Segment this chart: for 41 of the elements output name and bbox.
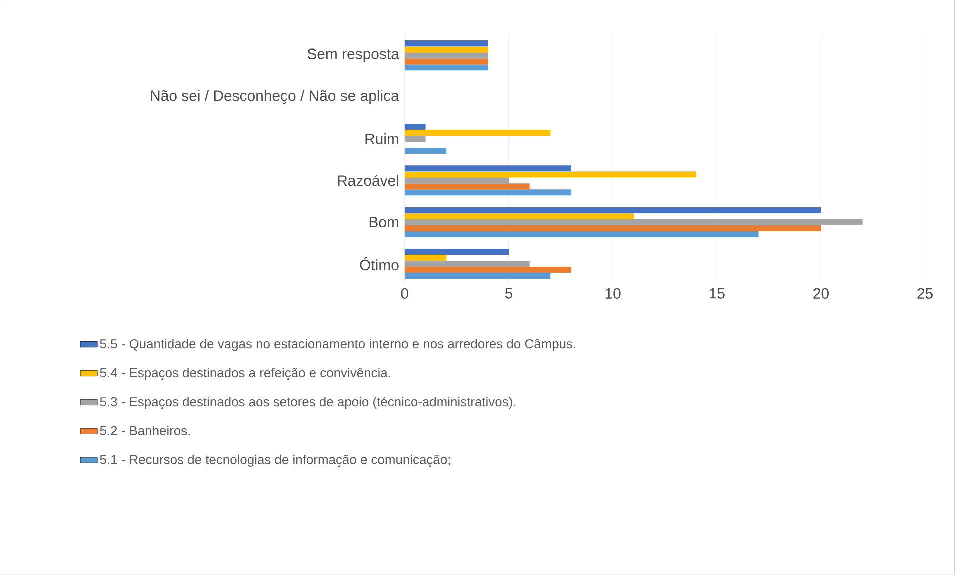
bar — [404, 64, 488, 71]
bar — [404, 207, 822, 214]
bar — [404, 130, 551, 136]
legend-label: 5.1 - Recursos de tecnologias de informação e comunicação; — [100, 454, 450, 468]
bar — [404, 255, 447, 262]
bar — [404, 148, 447, 154]
bar — [404, 231, 759, 238]
bar — [404, 166, 572, 172]
bar — [404, 40, 488, 47]
bar — [404, 267, 572, 274]
x-tick-label: 0 — [401, 288, 409, 300]
legend-label: 5.2 - Banheiros. — [100, 426, 190, 436]
legend-label: 5.3 - Espaços destinados aos setores de apoio (técnico-administrativos). — [100, 397, 516, 410]
bar — [404, 225, 822, 232]
y-tick-label: Ótimo — [360, 258, 399, 271]
bar — [404, 172, 696, 178]
bar — [404, 58, 488, 65]
bar — [404, 52, 488, 59]
bar — [404, 261, 530, 268]
y-tick-label: Ruim — [366, 134, 398, 145]
x-tick-label: 25 — [918, 288, 933, 300]
x-tick-label: 5 — [505, 288, 513, 299]
x-tick-label: 10 — [606, 288, 621, 300]
bar — [404, 219, 863, 226]
y-tick-label: Bom — [370, 217, 398, 228]
legend-label: 5.5 - Quantidade de vagas no estacionamento interno e nos arredores do Câmpus. — [100, 339, 576, 352]
x-tick-label: 20 — [814, 288, 829, 300]
bar — [404, 273, 551, 280]
y-tick-label: Sem resposta — [308, 48, 400, 62]
bar — [404, 136, 426, 142]
bar — [404, 46, 488, 53]
bar — [404, 249, 510, 256]
bar — [404, 124, 426, 130]
bar — [404, 213, 634, 220]
y-tick-label: Razoável — [338, 175, 398, 186]
bar — [404, 178, 510, 184]
bar — [404, 190, 572, 196]
bar — [404, 184, 530, 190]
x-tick-label: 15 — [710, 288, 725, 299]
y-tick-label: Não sei / Desconheço / Não se aplica — [151, 90, 400, 104]
legend-label: 5.4 - Espaços destinados a refeição e convivência. — [100, 368, 390, 380]
